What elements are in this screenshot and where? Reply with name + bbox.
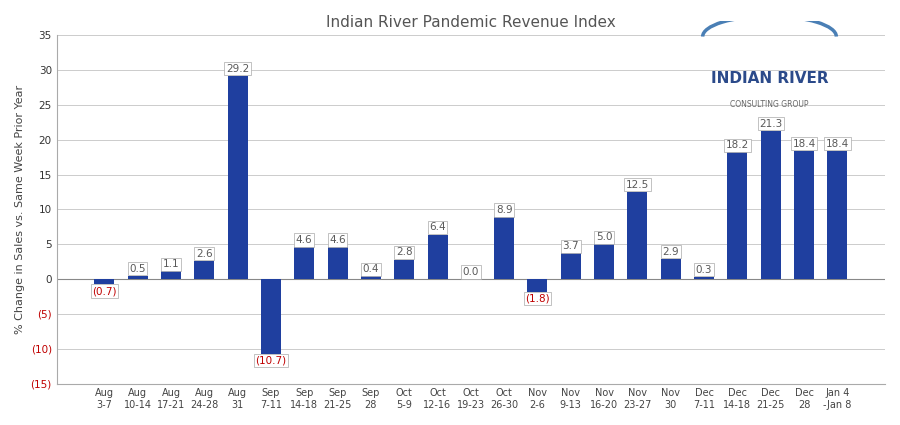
Bar xyxy=(494,217,514,279)
Text: 2.6: 2.6 xyxy=(196,249,212,259)
Text: 0.0: 0.0 xyxy=(463,267,479,277)
Bar xyxy=(361,276,381,279)
Bar xyxy=(228,76,248,279)
Text: 1.1: 1.1 xyxy=(163,259,179,269)
Text: 21.3: 21.3 xyxy=(759,119,782,129)
Title: Indian River Pandemic Revenue Index: Indian River Pandemic Revenue Index xyxy=(326,15,616,30)
Text: INDIAN RIVER: INDIAN RIVER xyxy=(711,71,828,86)
Text: 0.5: 0.5 xyxy=(130,264,146,274)
Bar xyxy=(627,192,647,279)
Bar xyxy=(727,152,747,279)
Text: (0.7): (0.7) xyxy=(92,286,117,296)
Bar xyxy=(428,235,447,279)
Bar xyxy=(561,253,581,279)
Text: 18.2: 18.2 xyxy=(725,140,749,150)
Bar xyxy=(394,260,414,279)
Bar xyxy=(527,279,547,292)
Text: CONSULTING GROUP: CONSULTING GROUP xyxy=(730,99,809,109)
Text: 29.2: 29.2 xyxy=(226,64,249,74)
Text: 4.6: 4.6 xyxy=(296,235,312,245)
Text: 5.0: 5.0 xyxy=(596,232,612,242)
Text: 3.7: 3.7 xyxy=(562,241,579,251)
Bar xyxy=(594,244,614,279)
Text: 0.4: 0.4 xyxy=(363,264,379,274)
Y-axis label: % Change in Sales vs. Same Week Prior Year: % Change in Sales vs. Same Week Prior Ye… xyxy=(15,85,25,334)
Text: (10.7): (10.7) xyxy=(256,356,286,366)
Text: 18.4: 18.4 xyxy=(792,139,815,149)
Bar xyxy=(328,247,347,279)
Text: 2.9: 2.9 xyxy=(662,247,680,257)
Bar xyxy=(194,261,214,279)
Bar xyxy=(161,272,181,279)
Bar xyxy=(94,279,114,284)
Bar xyxy=(294,247,314,279)
Text: 2.8: 2.8 xyxy=(396,247,412,258)
Bar xyxy=(261,279,281,354)
Text: 6.4: 6.4 xyxy=(429,222,445,232)
Bar xyxy=(694,277,714,279)
Text: 0.3: 0.3 xyxy=(696,265,712,275)
Bar xyxy=(827,151,847,279)
Bar xyxy=(128,275,148,279)
Text: (1.8): (1.8) xyxy=(526,294,550,304)
Text: 18.4: 18.4 xyxy=(825,139,849,149)
Bar xyxy=(794,151,814,279)
Bar xyxy=(661,259,680,279)
Text: 4.6: 4.6 xyxy=(329,235,346,245)
Text: 12.5: 12.5 xyxy=(626,180,649,190)
Text: 8.9: 8.9 xyxy=(496,205,512,215)
Bar xyxy=(760,131,780,279)
